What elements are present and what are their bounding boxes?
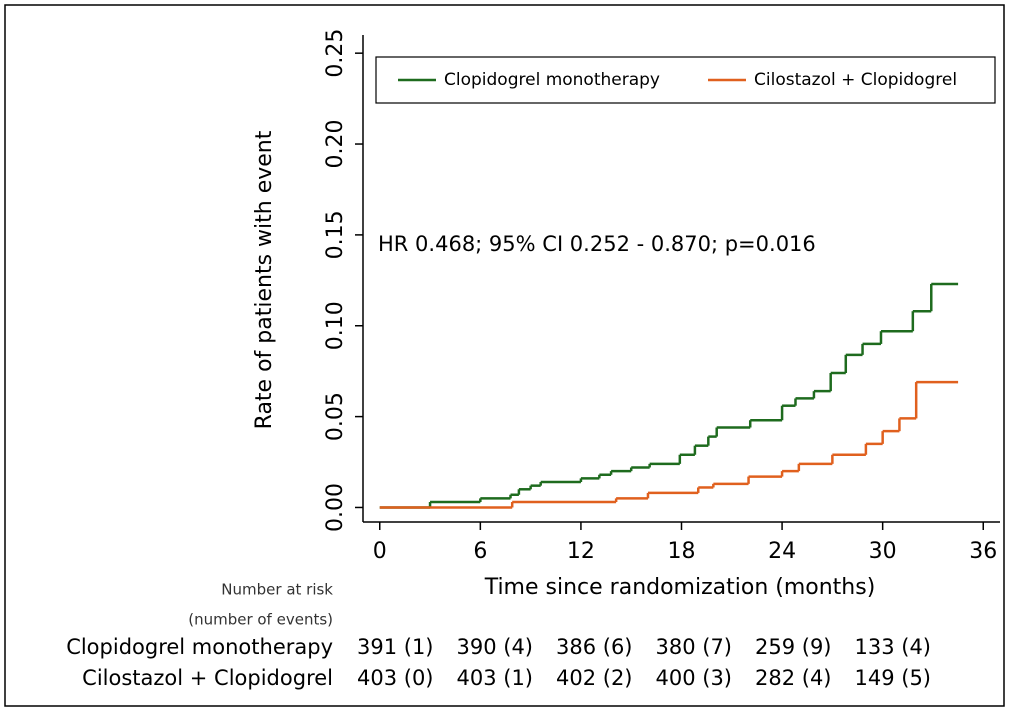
legend-label: Cilostazol + Clopidogrel bbox=[754, 70, 957, 90]
legend-box bbox=[375, 56, 996, 104]
annotation: HR 0.468; 95% CI 0.252 - 0.870; p=0.016 bbox=[378, 232, 816, 256]
risk-cell: 403 (0) bbox=[357, 666, 434, 690]
y-tick-label: 0.00 bbox=[323, 483, 348, 532]
risk-cell: 400 (3) bbox=[656, 666, 733, 690]
risk-title: (number of events) bbox=[188, 611, 333, 629]
legend-label: Clopidogrel monotherapy bbox=[444, 70, 660, 90]
risk-cell: 282 (4) bbox=[755, 666, 832, 690]
risk-cell: 390 (4) bbox=[457, 635, 534, 659]
x-tick-label: 12 bbox=[567, 539, 595, 564]
risk-row-name: Clopidogrel monotherapy bbox=[66, 635, 333, 659]
y-axis-title: Rate of patients with event bbox=[252, 130, 277, 429]
x-tick-label: 36 bbox=[969, 539, 997, 564]
frame bbox=[4, 4, 1005, 707]
y-tick-label: 0.15 bbox=[323, 210, 348, 259]
risk-cell: 403 (1) bbox=[457, 666, 534, 690]
risk-cell: 149 (5) bbox=[855, 666, 932, 690]
risk-row-name: Cilostazol + Clopidogrel bbox=[82, 666, 333, 690]
y-tick-label: 0.05 bbox=[323, 392, 348, 441]
y-tick-label: 0.25 bbox=[323, 29, 348, 78]
x-tick-label: 18 bbox=[668, 539, 696, 564]
x-tick-label: 0 bbox=[373, 539, 387, 564]
y-tick-label: 0.20 bbox=[323, 120, 348, 169]
risk-cell: 259 (9) bbox=[755, 635, 832, 659]
x-tick-label: 24 bbox=[768, 539, 796, 564]
x-tick-label: 30 bbox=[869, 539, 897, 564]
risk-title: Number at risk bbox=[221, 581, 333, 599]
x-tick-label: 6 bbox=[473, 539, 487, 564]
risk-cell: 380 (7) bbox=[656, 635, 733, 659]
risk-cell: 133 (4) bbox=[855, 635, 932, 659]
risk-cell: 391 (1) bbox=[357, 635, 434, 659]
x-axis-title: Time since randomization (months) bbox=[484, 575, 876, 600]
y-tick-label: 0.10 bbox=[323, 301, 348, 350]
risk-cell: 386 (6) bbox=[556, 635, 633, 659]
risk-cell: 402 (2) bbox=[556, 666, 633, 690]
